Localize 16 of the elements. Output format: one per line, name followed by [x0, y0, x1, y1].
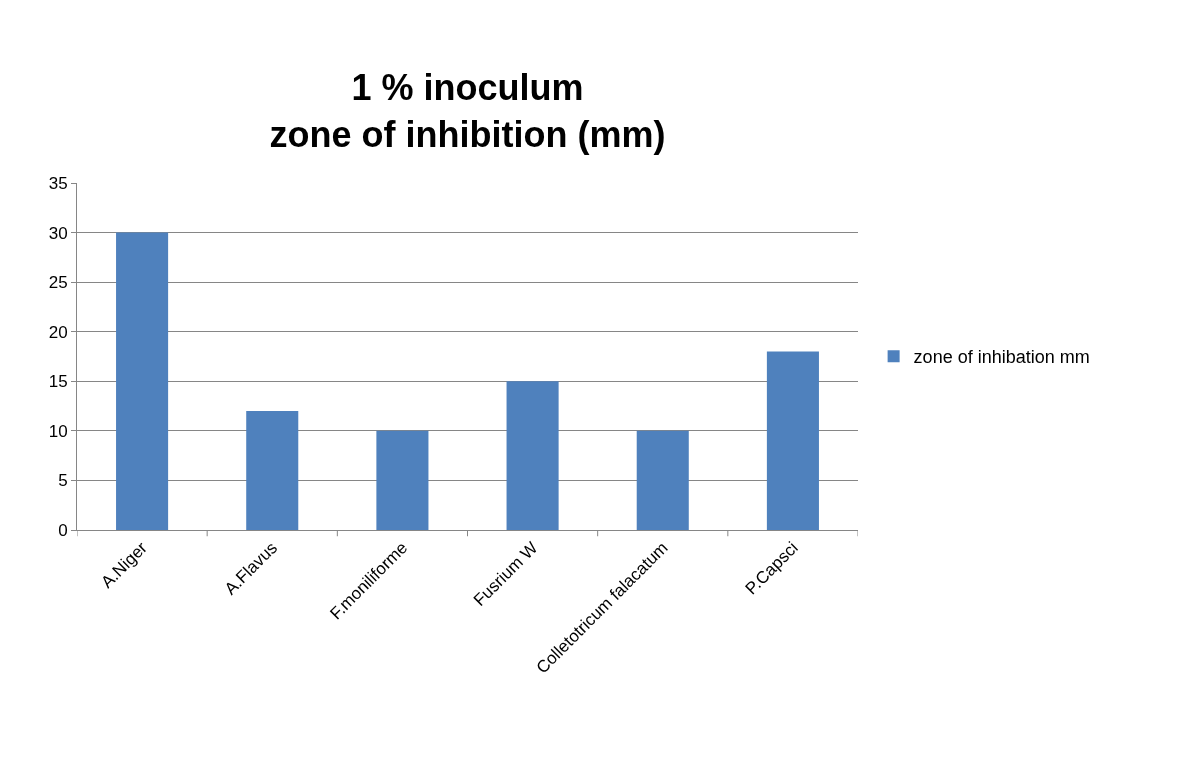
- y-tick-label: 20: [48, 322, 68, 342]
- y-tick-label: 25: [48, 273, 68, 293]
- y-tick-label: 15: [48, 372, 68, 392]
- y-tick-label: 0: [58, 520, 68, 540]
- y-tick-label: 35: [48, 173, 68, 193]
- bar: [636, 430, 689, 530]
- chart-title: 1 % inoculum zone of inhibition (mm): [269, 67, 666, 155]
- bar: [376, 430, 429, 530]
- bar: [506, 381, 559, 530]
- bar: [766, 351, 819, 530]
- bar: [116, 232, 169, 530]
- bar: [246, 411, 299, 530]
- y-tick-label: 10: [48, 421, 68, 441]
- legend-label: zone of inhibation mm: [913, 347, 1090, 368]
- y-tick-label: 30: [48, 223, 68, 243]
- y-tick-label: 5: [58, 471, 68, 491]
